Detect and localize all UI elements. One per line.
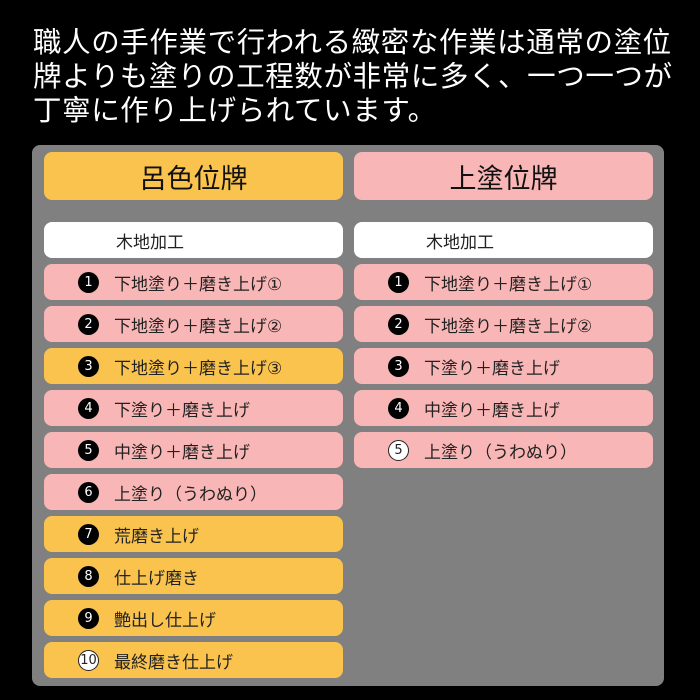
step-label: 艶出し仕上げ [114,610,216,631]
step-item: 5 中塗り＋磨き上げ [44,432,343,468]
step-item: 1 下地塗り＋磨き上げ① [44,264,343,300]
step-label: 下塗り＋磨き上げ [424,358,560,379]
step-label: 荒磨き上げ [114,526,199,547]
step-label: 最終磨き仕上げ [114,652,233,673]
step-item: 3 下地塗り＋磨き上げ③ [44,348,343,384]
step-item: 4 下塗り＋磨き上げ [44,390,343,426]
step-label: 下塗り＋磨き上げ [114,400,250,421]
step-base: 木地加工 [354,222,653,258]
step-item: 3 下塗り＋磨き上げ [354,348,653,384]
step-label: 下地塗り＋磨き上げ② [114,316,283,337]
step-number-badge: 10 [78,649,99,671]
step-item: 1 下地塗り＋磨き上げ① [354,264,653,300]
step-item: 10 最終磨き仕上げ [44,642,343,678]
step-label: 中塗り＋磨き上げ [114,442,250,463]
step-number-badge: 9 [78,607,99,629]
intro-line: 牌よりも塗りの工程数が非常に多く、一つ一つが [33,60,673,93]
step-list: 木地加工 1 下地塗り＋磨き上げ① 2 下地塗り＋磨き上げ② 3 下塗り＋磨き上… [354,222,653,474]
column-roiro-ihai: 呂色位牌木地加工 1 下地塗り＋磨き上げ① 2 下地塗り＋磨き上げ② 3 下地塗… [44,152,343,678]
step-number-badge: 8 [78,565,99,587]
step-label: 上塗り（うわぬり） [114,484,267,505]
step-number-badge: 4 [388,397,409,419]
step-number-badge: 3 [78,355,99,377]
step-item: 6 上塗り（うわぬり） [44,474,343,510]
intro-line: 丁寧に作り上げられています。 [33,94,437,127]
step-item: 8 仕上げ磨き [44,558,343,594]
step-label: 下地塗り＋磨き上げ② [424,316,593,337]
step-number-badge: 7 [78,523,99,545]
step-item: 5 上塗り（うわぬり） [354,432,653,468]
step-label: 下地塗り＋磨き上げ① [114,274,283,295]
column-title: 呂色位牌 [44,152,343,200]
step-label: 仕上げ磨き [114,568,199,589]
step-label: 中塗り＋磨き上げ [424,400,560,421]
step-item: 2 下地塗り＋磨き上げ② [44,306,343,342]
step-item: 7 荒磨き上げ [44,516,343,552]
column-uwanuri-ihai: 上塗位牌木地加工 1 下地塗り＋磨き上げ① 2 下地塗り＋磨き上げ② 3 下塗り… [354,152,653,468]
step-number-badge: 1 [388,271,409,293]
step-item: 2 下地塗り＋磨き上げ② [354,306,653,342]
step-number-badge: 6 [78,481,99,503]
step-number-badge: 3 [388,355,409,377]
step-label: 上塗り（うわぬり） [424,442,577,463]
step-number-badge: 4 [78,397,99,419]
step-label: 下地塗り＋磨き上げ③ [114,358,283,379]
step-number-badge: 2 [388,313,409,335]
column-title: 上塗位牌 [354,152,653,200]
intro-text: 職人の手作業で行われる緻密な作業は通常の塗位 牌よりも塗りの工程数が非常に多く、… [33,26,673,128]
step-list: 木地加工 1 下地塗り＋磨き上げ① 2 下地塗り＋磨き上げ② 3 下地塗り＋磨き… [44,222,343,684]
step-number-badge: 2 [78,313,99,335]
process-comparison-panel: 呂色位牌 木地加工 1 下地塗り＋磨き上げ① 2 下地塗り＋磨き上げ② 3 下地塗… [32,145,664,686]
step-number-badge: 1 [78,271,99,293]
step-item: 4 中塗り＋磨き上げ [354,390,653,426]
step-label: 下地塗り＋磨き上げ① [424,274,593,295]
step-number-badge: 5 [78,439,99,461]
step-number-badge: 5 [388,439,409,461]
intro-line: 職人の手作業で行われる緻密な作業は通常の塗位 [33,26,672,59]
step-base: 木地加工 [44,222,343,258]
step-item: 9 艶出し仕上げ [44,600,343,636]
